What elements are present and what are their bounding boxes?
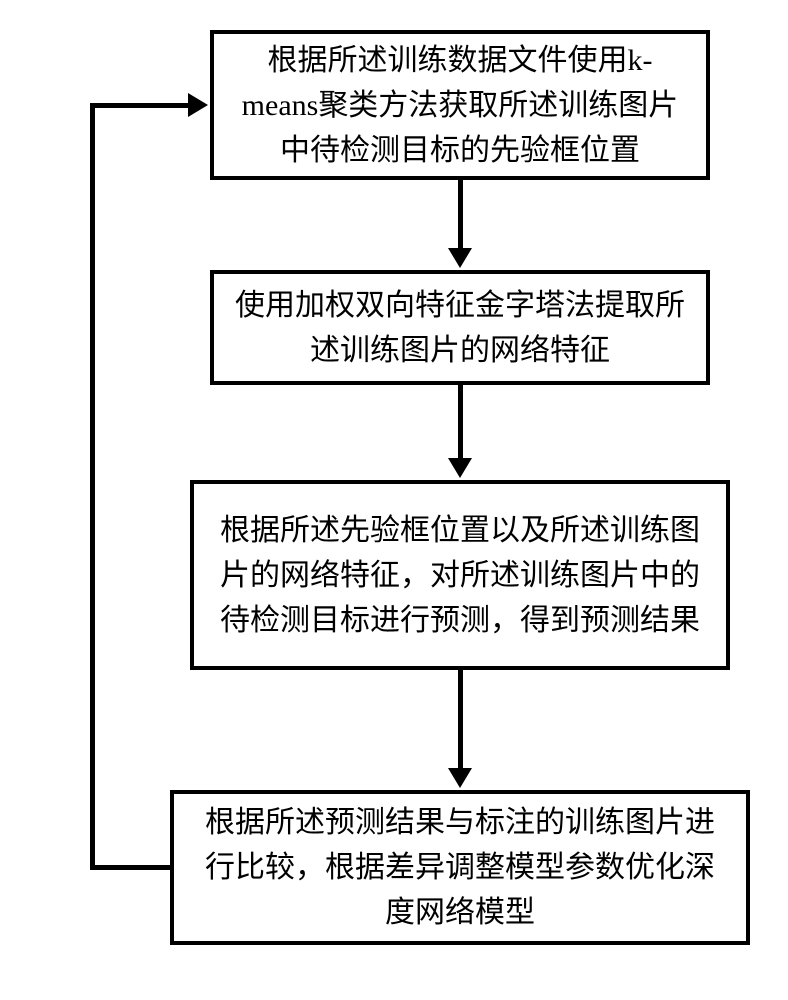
arrow-3-4-head xyxy=(448,768,472,788)
arrow-2-3-line xyxy=(458,385,463,460)
arrow-2-3-head xyxy=(448,458,472,478)
process-text-3: 根据所述先验框位置以及所述训练图片的网络特征，对所述训练图片中的待检测目标进行预… xyxy=(212,508,708,643)
process-text-4: 根据所述预测结果与标注的训练图片进行比较，根据差异调整模型参数优化深度网络模型 xyxy=(192,800,728,935)
feedback-arrow-head xyxy=(188,93,208,117)
process-box-4: 根据所述预测结果与标注的训练图片进行比较，根据差异调整模型参数优化深度网络模型 xyxy=(170,790,750,945)
feedback-line-h1 xyxy=(90,865,170,870)
arrow-1-2-head xyxy=(448,248,472,268)
process-box-1: 根据所述训练数据文件使用k-means聚类方法获取所述训练图片中待检测目标的先验… xyxy=(210,30,710,180)
feedback-line-h2 xyxy=(90,103,190,108)
process-text-1: 根据所述训练数据文件使用k-means聚类方法获取所述训练图片中待检测目标的先验… xyxy=(232,38,688,173)
arrow-3-4-line xyxy=(458,670,463,770)
process-box-2: 使用加权双向特征金字塔法提取所述训练图片的网络特征 xyxy=(210,270,710,385)
process-text-2: 使用加权双向特征金字塔法提取所述训练图片的网络特征 xyxy=(232,283,688,373)
process-box-3: 根据所述先验框位置以及所述训练图片的网络特征，对所述训练图片中的待检测目标进行预… xyxy=(190,480,730,670)
feedback-line-v xyxy=(90,103,95,870)
arrow-1-2-line xyxy=(458,180,463,250)
